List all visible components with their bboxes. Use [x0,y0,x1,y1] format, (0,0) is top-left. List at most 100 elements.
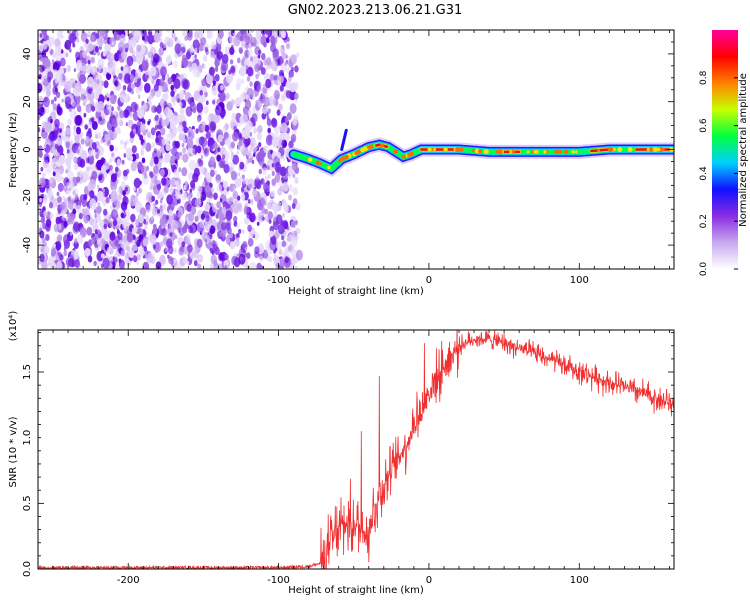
noise-blob [177,185,181,192]
noise-blob [113,94,117,100]
noise-blob [137,161,143,171]
noise-blob [94,45,99,53]
noise-blob [291,162,297,171]
noise-blob [67,30,72,35]
noise-blob [149,30,153,33]
noise-blob [57,196,62,204]
noise-blob [182,30,187,37]
x-tick-label: 0 [426,275,432,286]
noise-blob [61,176,64,181]
noise-blob [231,204,235,209]
snr-series-line [38,330,674,569]
noise-blob [80,93,85,101]
noise-blob [197,254,204,263]
noise-blob [45,164,52,174]
noise-blob [244,99,252,110]
noise-blob [245,94,250,100]
noise-blob [60,209,65,217]
noise-blob [98,219,105,228]
noise-blob [229,47,235,55]
noise-blob [64,81,72,92]
noise-blob [265,78,272,89]
noise-blob [57,209,61,215]
snr-panel: -200 -100 0 100 0.0 0.5 1.0 1.5 Height of stra… [8,311,675,596]
noise-blob [158,47,164,56]
noise-blob [216,201,221,209]
ridge-dot [327,165,331,170]
noise-blob [52,129,59,140]
noise-blob [262,249,269,259]
noise-blob [56,91,61,99]
ridge-dot [368,144,374,150]
noise-blob [121,50,127,60]
noise-blob [102,51,107,57]
noise-blob [114,240,119,247]
noise-blob [194,32,198,38]
noise-blob [239,93,246,103]
noise-blob [233,125,237,131]
noise-blob [173,60,178,69]
noise-blob [149,160,154,167]
noise-blob [172,140,178,149]
noise-blob [273,74,278,81]
noise-blob [198,159,204,167]
noise-blob [63,184,68,192]
noise-blob [39,33,43,38]
noise-blob [255,181,262,190]
noise-blob [112,209,118,217]
noise-blob [67,170,74,181]
noise-blob [163,101,168,108]
noise-blob [159,198,163,204]
noise-blob [241,78,245,84]
noise-blob [198,96,204,105]
noise-blob [257,125,263,134]
noise-blob [236,237,240,242]
noise-blob [151,79,155,84]
noise-blob [116,34,121,41]
noise-blob [289,103,297,114]
spectrogram-noise-region [38,30,303,269]
noise-blob [182,79,190,90]
noise-blob [56,261,63,269]
colorbar-label: Normalized spectral amplitude [738,73,749,227]
x-tick-label: -100 [267,275,290,286]
noise-blob [186,203,192,213]
noise-blob [148,118,152,124]
noise-blob [181,191,187,201]
noise-blob [159,78,165,87]
noise-blob [261,206,266,214]
x-tick-label: 100 [570,275,589,286]
noise-blob [96,66,101,74]
noise-blob [259,197,266,207]
noise-blob [54,118,60,128]
noise-blob [99,30,106,37]
ridge-dot [617,146,623,153]
noise-blob [215,213,219,219]
noise-blob [209,247,214,254]
noise-blob [167,109,174,118]
noise-blob [189,188,193,193]
noise-blob [282,181,289,192]
ridge-dot [511,150,516,154]
noise-blob [236,150,239,155]
noise-blob [133,186,137,192]
noise-blob [218,157,226,169]
noise-blob [256,132,262,141]
noise-blob [47,71,53,81]
noise-blob [59,254,64,261]
noise-blob [189,251,193,256]
noise-blob [88,43,94,52]
ridge-dot [509,150,513,154]
noise-blob [187,194,191,200]
noise-blob [194,215,199,222]
spectrogram-y-ticks: -40 -20 0 20 40 [22,29,674,270]
noise-blob [74,84,80,94]
noise-blob [132,128,136,134]
noise-blob [186,138,194,149]
noise-blob [274,247,278,252]
noise-blob [40,166,44,172]
noise-blob [87,31,91,36]
noise-blob [156,208,161,214]
noise-blob [287,172,292,179]
